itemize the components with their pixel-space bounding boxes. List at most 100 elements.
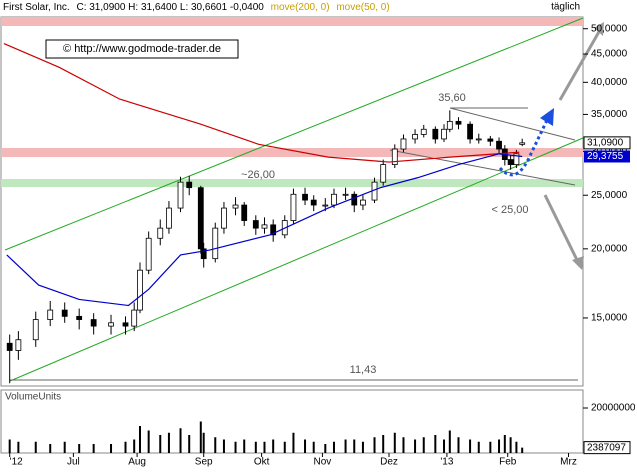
volume-bar — [49, 444, 52, 453]
candle-body — [6, 342, 13, 351]
resistance-band — [1, 148, 583, 157]
candle-body — [145, 237, 152, 271]
volume-bar — [353, 439, 356, 453]
annotation: < 25,00 — [491, 204, 528, 216]
arrow-head — [572, 256, 584, 270]
candle-body — [441, 128, 447, 140]
candle-body — [108, 322, 114, 327]
candle-body — [76, 315, 83, 320]
volume-bar — [138, 426, 141, 453]
candle-body — [270, 224, 277, 236]
value-box — [583, 441, 631, 455]
volume-bar — [344, 439, 347, 453]
volume-bar — [133, 439, 136, 453]
triangle-line — [389, 149, 576, 186]
copyright: © http://www.godmode-trader.de — [63, 43, 221, 55]
volume-bar — [78, 444, 81, 453]
volume-bar — [443, 439, 446, 453]
candle-body — [360, 199, 366, 206]
candle-body — [331, 193, 337, 206]
candle-body — [400, 138, 407, 150]
candle-body — [232, 204, 239, 209]
value-label: 2387097 — [587, 442, 626, 453]
candle-body — [157, 227, 164, 239]
candle-body — [310, 199, 317, 206]
candle-body — [261, 224, 268, 229]
volume-bar — [147, 430, 150, 453]
volume-bar — [283, 441, 286, 453]
volume-bar — [521, 447, 524, 453]
volume-bar — [34, 441, 37, 453]
candle-body — [61, 309, 68, 317]
volume-bar — [312, 441, 315, 453]
candle-body — [322, 204, 329, 207]
candle-body — [252, 220, 259, 229]
volume-bar — [92, 444, 95, 453]
volume-bar — [414, 439, 417, 453]
candle-body — [137, 269, 143, 311]
candle-body — [122, 322, 129, 327]
volume-bar — [498, 439, 501, 453]
candle-body — [166, 207, 172, 229]
volume-bar — [448, 430, 451, 453]
candle-body — [446, 120, 453, 130]
volume-bar — [159, 435, 162, 453]
volume-bar — [292, 432, 295, 453]
candle-body — [412, 134, 418, 140]
volume-bar — [17, 441, 20, 453]
arrow-head — [594, 22, 604, 36]
x-tick-label: '13 — [440, 457, 453, 468]
candle-body — [212, 227, 219, 260]
volume-label: VolumeUnits — [5, 392, 61, 403]
candle-body — [467, 123, 473, 140]
volume-panel — [0, 389, 584, 454]
volume-bar — [422, 437, 425, 453]
x-tick-label: '12 — [10, 457, 23, 468]
volume-bar — [124, 441, 127, 453]
x-tick-label: Okt — [254, 457, 270, 468]
volume-bar — [469, 439, 472, 453]
candle-body — [351, 193, 358, 206]
header: First Solar, Inc. C: 31,0900 H: 31,6400 … — [3, 2, 390, 13]
candle-body — [342, 193, 349, 196]
candle-body — [432, 128, 439, 140]
x-tick-label: Dez — [380, 457, 398, 468]
arrow-up — [558, 29, 602, 101]
volume-bar — [489, 441, 492, 453]
candle-body — [47, 309, 54, 320]
volume-bar — [254, 441, 257, 453]
volume-bar — [515, 441, 518, 453]
volume-bar — [272, 439, 275, 453]
y-tick-label: 15,0000 — [591, 313, 628, 324]
volume-bar — [263, 441, 266, 453]
annotation: 11,43 — [350, 364, 377, 376]
candle-body — [131, 309, 138, 327]
x-tick-label: Jul — [67, 457, 80, 468]
volume-bar — [324, 444, 327, 453]
candle-body — [455, 120, 462, 125]
x-tick-label: Feb — [499, 457, 517, 468]
resistance-band — [1, 17, 583, 26]
y-tick-label: 20,0000 — [591, 243, 628, 254]
volume-bar — [234, 441, 237, 453]
moving-average — [6, 153, 523, 307]
moving-average — [3, 43, 520, 163]
volume-bar — [8, 439, 11, 453]
candle-body — [197, 187, 204, 250]
candle-body — [290, 193, 297, 221]
y-tick-label: 25,0000 — [591, 190, 628, 201]
value-label: 31,0900 — [587, 138, 624, 149]
candle-body — [200, 248, 207, 260]
candle-body — [302, 193, 308, 201]
header-ma: move(50, 0) — [336, 2, 389, 13]
candle-body — [487, 138, 494, 142]
y-tick-label: 20000000 — [591, 403, 636, 414]
triangle-line — [449, 107, 576, 141]
volume-bar — [63, 441, 66, 453]
volume-bar — [434, 435, 437, 453]
channel-line — [9, 137, 584, 382]
candle-body — [475, 138, 482, 141]
header-ma: move(200, 0) — [271, 2, 330, 13]
candle-body — [496, 140, 502, 150]
